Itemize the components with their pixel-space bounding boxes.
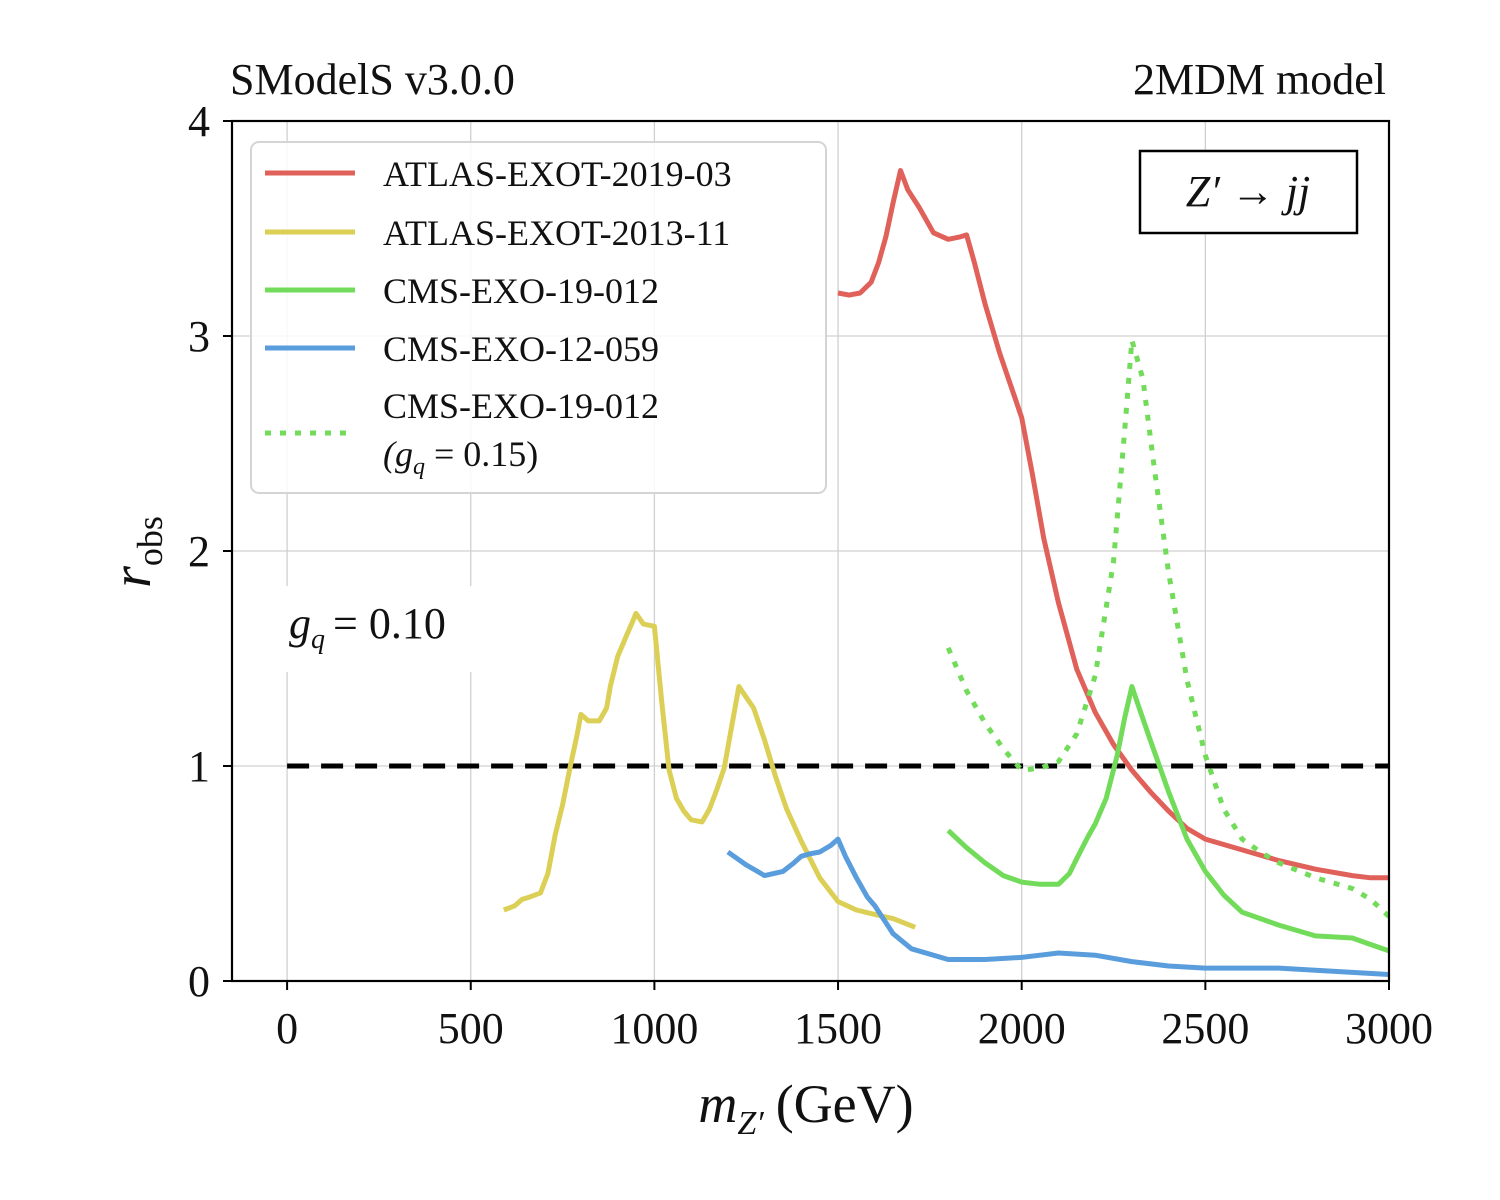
- process-annotation: Z′ → jj: [1186, 167, 1311, 216]
- x-axis-label: mZ′ (GeV): [698, 1074, 913, 1142]
- y-tick-label: 2: [188, 527, 210, 576]
- coupling-annotation-bg: [283, 586, 501, 672]
- y-axis-label-sub: obs: [130, 516, 170, 566]
- x-tick-label: 2000: [978, 1004, 1066, 1053]
- x-axis-label-unit: (GeV): [776, 1074, 914, 1134]
- series-line-atlas-exot-2019-03: [837, 168, 1389, 881]
- x-axis-label-main: m: [698, 1074, 737, 1134]
- y-tick-label: 0: [188, 957, 210, 1006]
- x-tick-label: 500: [438, 1004, 504, 1053]
- x-tick-label: 0: [276, 1004, 298, 1053]
- legend-label: ATLAS-EXOT-2013-11: [383, 213, 730, 253]
- y-axis-label-main: r: [101, 566, 163, 588]
- y-tick-label: 1: [188, 742, 210, 791]
- legend: ATLAS-EXOT-2019-03 ATLAS-EXOT-2013-11 CMS-…: [250, 141, 827, 494]
- series-line-atlas-exot-2013-11: [502, 610, 917, 930]
- x-axis-ticks: 0 500 1000 1500 2000 2500 3000: [276, 981, 1433, 1053]
- title-right: 2MDM model: [1133, 55, 1386, 104]
- title-left: SModelS v3.0.0: [230, 55, 515, 104]
- series-lines: [502, 168, 1389, 977]
- legend-label-line2-rest: = 0.15): [425, 434, 538, 474]
- coupling-annotation: gq = 0.10: [289, 599, 446, 655]
- x-axis-label-sub: Z′: [737, 1105, 764, 1142]
- legend-label-line2-sub: q: [413, 454, 425, 480]
- legend-label-line2: (gq = 0.15): [383, 434, 538, 480]
- legend-label: ATLAS-EXOT-2019-03: [383, 154, 732, 194]
- legend-label-line2-main: (g: [383, 434, 413, 474]
- coupling-rest: = 0.10: [333, 599, 446, 648]
- legend-frame: [250, 141, 827, 494]
- series-line-cms-exo-19-012: [946, 684, 1389, 954]
- series-line-cms-exo-12-059: [726, 836, 1389, 977]
- coupling-sub: q: [311, 624, 325, 655]
- process-annotation-box: [1138, 149, 1359, 235]
- series-line-cms-exo-19-012-dotted: [945, 337, 1389, 919]
- y-tick-label: 3: [188, 312, 210, 361]
- x-tick-label: 3000: [1345, 1004, 1433, 1053]
- legend-label: CMS-EXO-19-012: [383, 271, 659, 311]
- x-tick-label: 2500: [1161, 1004, 1249, 1053]
- legend-label: CMS-EXO-19-012: [383, 386, 659, 426]
- x-tick-label: 1000: [610, 1004, 698, 1053]
- y-axis-label: robs: [101, 516, 170, 588]
- x-tick-label: 1500: [794, 1004, 882, 1053]
- legend-label: CMS-EXO-12-059: [383, 329, 659, 369]
- coupling-main: g: [289, 599, 311, 648]
- y-tick-label: 4: [188, 97, 210, 146]
- y-axis-ticks: 0 1 2 3 4: [188, 97, 232, 1006]
